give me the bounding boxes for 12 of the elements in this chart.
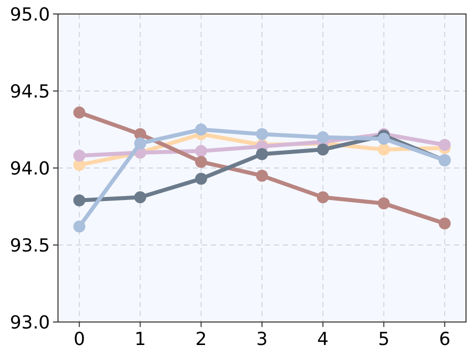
x-tick-label: 3	[256, 329, 268, 349]
x-tick-label: 6	[438, 329, 450, 349]
x-tick-label: 1	[134, 329, 146, 349]
y-tick-label: 93.0	[10, 312, 50, 334]
y-tick-label: 94.0	[10, 158, 50, 180]
y-tick-label: 94.5	[10, 81, 50, 102]
x-tick-label: 4	[317, 329, 329, 349]
y-tick-label: 93.5	[10, 235, 50, 256]
x-tick-label: 5	[378, 329, 390, 349]
y-tick-label: 95.0	[10, 4, 50, 26]
x-tick-label: 2	[195, 329, 207, 349]
x-tick-label: 0	[74, 329, 86, 349]
